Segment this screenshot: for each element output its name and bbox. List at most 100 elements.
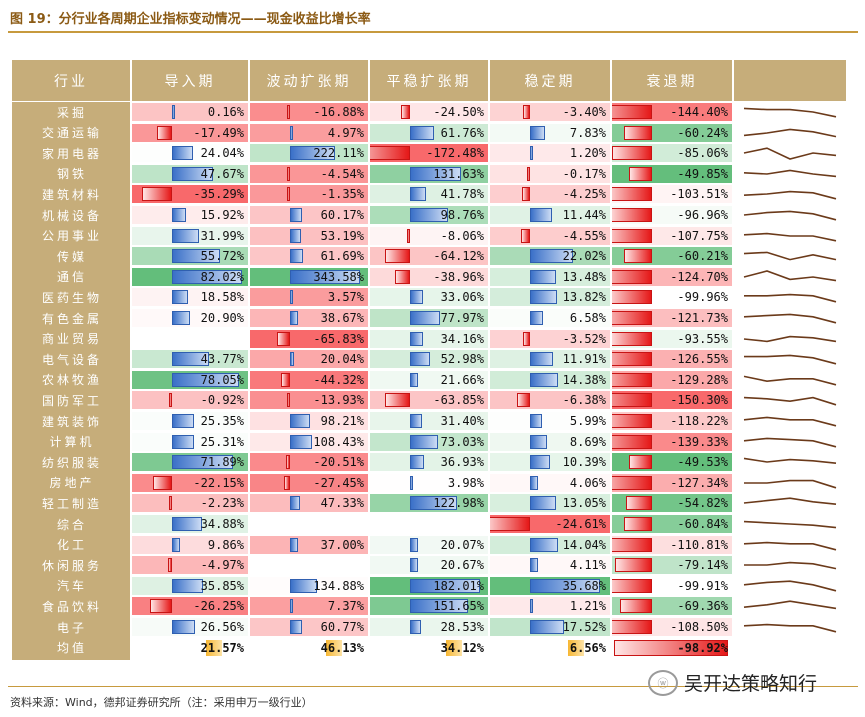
- average-bar: [326, 639, 342, 656]
- data-cell: [370, 515, 488, 533]
- data-bar: [172, 517, 202, 531]
- data-bar: [623, 517, 652, 531]
- industry-label: 纺织服装: [41, 455, 102, 470]
- data-bar: [530, 455, 551, 470]
- data-cell: 43.77%: [132, 350, 248, 369]
- average-bar: [446, 639, 462, 656]
- trend-sparkline: [743, 107, 837, 118]
- data-label: -139.33%: [670, 434, 728, 449]
- data-cell: -172.48%: [370, 144, 488, 163]
- data-bar: [385, 393, 410, 408]
- data-cell: 31.40%: [370, 412, 488, 430]
- data-bar: [612, 146, 652, 161]
- data-label: 20.67%: [440, 558, 484, 573]
- data-cell: 5.99%: [490, 412, 610, 430]
- data-label: 82.02%: [200, 269, 244, 284]
- data-bar: [410, 414, 423, 428]
- data-label: 182.01%: [433, 578, 484, 593]
- trend-sparkline: [743, 457, 837, 465]
- data-cell: 1.21%: [490, 597, 610, 616]
- average-bar: [206, 639, 222, 656]
- data-cell: -0.92%: [132, 391, 248, 410]
- trend-sparkline: [744, 354, 837, 365]
- industry-label: 食品饮料: [41, 599, 102, 614]
- data-bar: [410, 187, 427, 202]
- data-label: -172.48%: [426, 146, 484, 161]
- sparkline-path: [744, 479, 837, 489]
- data-label: 9.86%: [207, 537, 244, 552]
- average-value: -98.92%: [677, 640, 728, 655]
- data-bar: [287, 166, 290, 181]
- header-cell: 平稳扩张期: [370, 60, 488, 101]
- data-bar: [410, 537, 418, 552]
- data-bar: [530, 414, 542, 428]
- data-label: 6.58%: [569, 311, 606, 325]
- data-label: 36.93%: [440, 455, 484, 470]
- data-cell: -139.33%: [612, 432, 732, 451]
- data-cell: -124.70%: [612, 267, 732, 286]
- data-cell: 14.04%: [490, 535, 610, 554]
- data-cell: 28.53%: [370, 618, 488, 636]
- sparkline-path: [743, 541, 837, 551]
- data-bar: [521, 187, 530, 202]
- data-cell: -60.21%: [612, 247, 732, 266]
- data-cell: 7.83%: [490, 123, 610, 142]
- data-label: -103.51%: [670, 187, 728, 202]
- sparkline-path: [743, 437, 837, 448]
- data-bar: [172, 290, 188, 305]
- trend-sparkline: [743, 128, 837, 137]
- data-bar: [410, 620, 421, 634]
- header-cell: 导入期: [132, 60, 248, 101]
- data-cell: 33.06%: [370, 288, 488, 307]
- data-cell: 61.76%: [370, 123, 488, 142]
- data-bar: [169, 393, 172, 408]
- data-bar: [628, 455, 652, 470]
- data-cell: -16.88%: [250, 103, 368, 121]
- data-cell: -4.97%: [132, 556, 248, 575]
- data-bar: [612, 475, 652, 490]
- trend-sparkline: [743, 335, 837, 342]
- data-label: -150.30%: [670, 393, 728, 408]
- data-bar: [149, 599, 172, 614]
- industry-label: 电子: [56, 620, 87, 635]
- data-bar: [290, 496, 300, 511]
- data-bar: [612, 414, 652, 428]
- data-bar: [153, 475, 172, 490]
- data-cell: [132, 329, 248, 348]
- average-value: 46.13%: [320, 640, 364, 655]
- data-cell: -99.96%: [612, 288, 732, 307]
- sparkline-path: [743, 147, 837, 161]
- data-label: 7.37%: [327, 599, 364, 614]
- data-label: -118.22%: [670, 414, 728, 428]
- data-bar: [286, 105, 290, 119]
- data-bar: [172, 372, 239, 387]
- data-label: 43.77%: [200, 352, 244, 367]
- top-rule: [8, 31, 858, 33]
- data-bar: [530, 352, 554, 367]
- data-cell: 98.21%: [250, 412, 368, 430]
- data-label: -2.23%: [200, 496, 244, 511]
- trend-sparkline: [743, 437, 837, 448]
- data-label: -3.40%: [562, 105, 606, 119]
- data-label: 13.82%: [562, 290, 606, 305]
- data-bar: [612, 434, 652, 449]
- data-cell: -150.30%: [612, 391, 732, 410]
- header-cell: 波动扩张期: [250, 60, 368, 101]
- data-bar: [530, 558, 539, 573]
- data-label: 10.39%: [562, 455, 606, 470]
- data-cell: 222.11%: [250, 144, 368, 163]
- industry-label: 公用事业: [41, 229, 102, 244]
- data-label: 53.19%: [320, 228, 364, 243]
- data-cell: -8.06%: [370, 226, 488, 245]
- data-label: -144.40%: [670, 105, 728, 119]
- data-label: 108.43%: [313, 434, 364, 449]
- sparkline-path: [743, 269, 837, 282]
- data-label: 4.11%: [569, 558, 606, 573]
- data-cell: -103.51%: [612, 185, 732, 204]
- data-cell: 21.66%: [370, 370, 488, 389]
- data-cell: 15.92%: [132, 206, 248, 224]
- data-cell: -35.29%: [132, 185, 248, 204]
- industry-label: 化工: [56, 538, 87, 553]
- trend-sparkline: [743, 416, 837, 427]
- data-label: 38.67%: [320, 311, 364, 325]
